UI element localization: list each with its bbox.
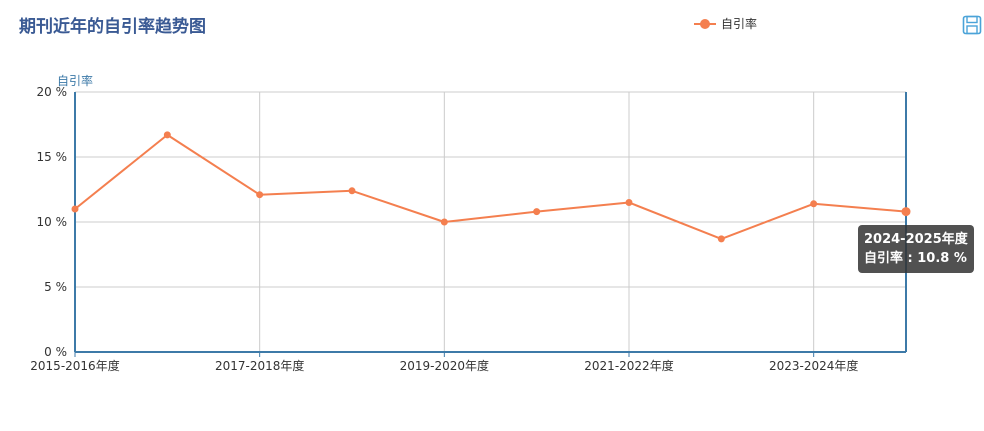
x-tick-label: 2017-2018年度 (215, 358, 304, 373)
y-tick-label: 10 % (37, 215, 68, 229)
legend[interactable]: 自引率 (694, 15, 757, 32)
chart-title: 期刊近年的自引率趋势图 (19, 17, 206, 37)
data-point (533, 208, 541, 216)
tooltip: 2024-2025年度 自引率 : 10.8 % (858, 225, 974, 273)
x-tick-label: 2021-2022年度 (584, 358, 673, 373)
data-point (440, 218, 448, 226)
x-tick-label: 2015-2016年度 (30, 358, 119, 373)
data-point (901, 207, 911, 217)
data-point (163, 131, 171, 139)
y-tick-label: 20 % (37, 85, 68, 99)
data-point (717, 235, 725, 243)
data-point (810, 200, 818, 208)
data-point (71, 205, 79, 213)
data-point (256, 191, 264, 199)
data-point (348, 187, 356, 195)
data-point (625, 199, 633, 206)
legend-marker (694, 18, 716, 30)
series-line (74, 133, 907, 240)
y-axis-label: 自引率 (57, 73, 93, 88)
y-tick-label: 15 % (37, 150, 68, 164)
y-tick-label: 5 % (44, 280, 67, 294)
y-tick-label: 0 % (44, 345, 67, 359)
save-icon[interactable] (962, 15, 982, 35)
tooltip-category: 2024-2025年度 (864, 232, 968, 247)
legend-label: 自引率 (721, 17, 758, 31)
x-tick-label: 2019-2020年度 (400, 358, 489, 373)
tooltip-value: 自引率 : 10.8 % (864, 251, 967, 266)
x-tick-label: 2023-2024年度 (769, 358, 858, 373)
